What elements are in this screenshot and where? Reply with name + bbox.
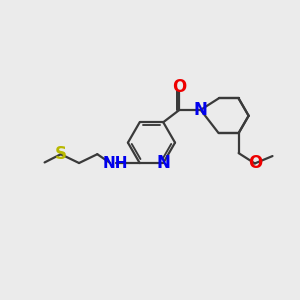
Text: N: N (194, 101, 208, 119)
Text: O: O (172, 78, 187, 96)
Text: S: S (55, 145, 67, 163)
Text: NH: NH (103, 155, 128, 170)
Text: O: O (248, 154, 262, 172)
Text: N: N (156, 154, 170, 172)
